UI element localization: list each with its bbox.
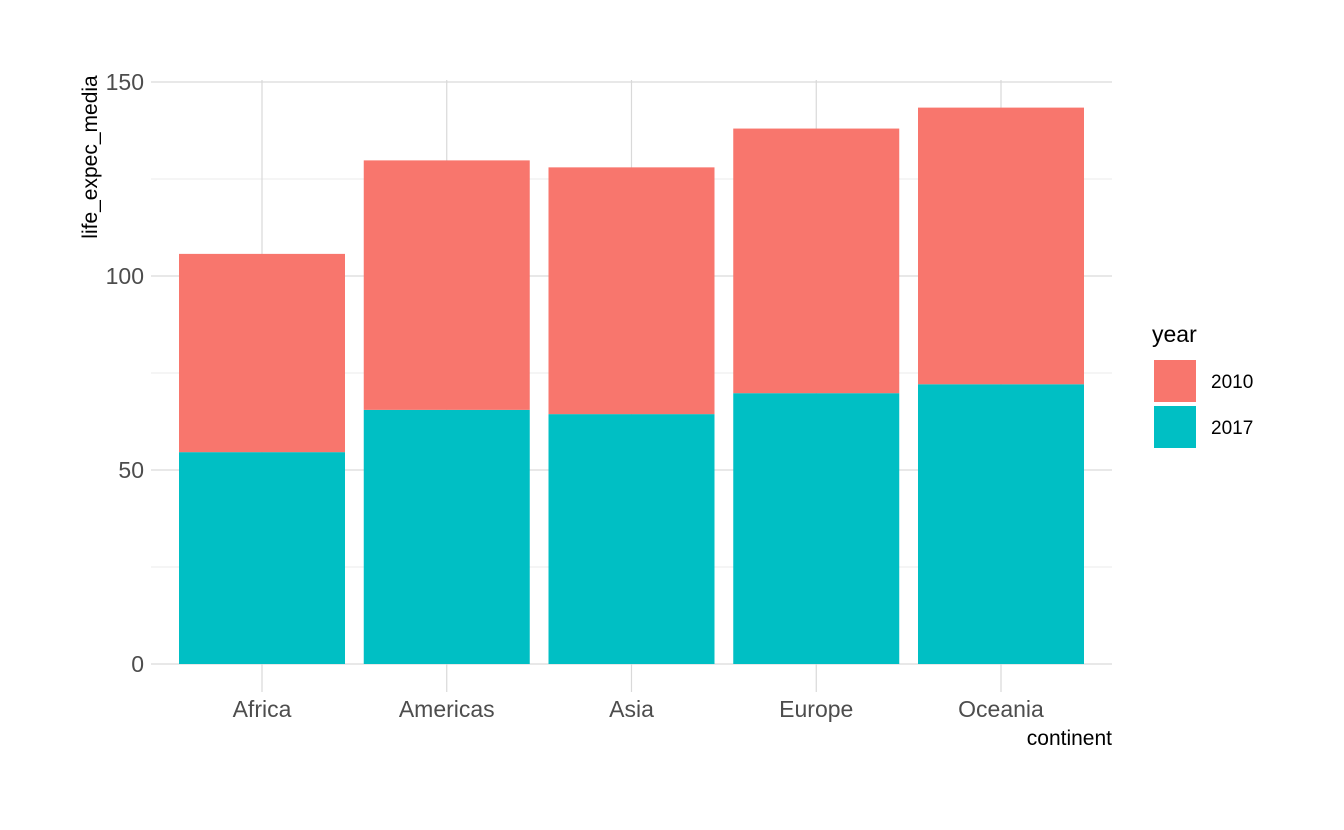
x-tick-label: Oceania — [958, 696, 1044, 722]
x-axis-title: continent — [1027, 727, 1112, 750]
y-axis-title: life_expec_media — [79, 75, 102, 239]
bar-oceania-2017 — [918, 384, 1084, 664]
legend-swatch-2010 — [1154, 360, 1196, 402]
y-tick-label: 100 — [106, 263, 144, 289]
legend-swatch-2017 — [1154, 406, 1196, 448]
x-tick-label: Asia — [609, 696, 654, 722]
y-tick-label: 50 — [118, 457, 144, 483]
legend-label-2010: 2010 — [1211, 372, 1253, 393]
bar-africa-2017 — [179, 452, 345, 664]
x-tick-label: Africa — [233, 696, 292, 722]
legend-label-2017: 2017 — [1211, 418, 1253, 439]
bar-americas-2017 — [363, 409, 530, 664]
bar-americas-2010 — [363, 160, 530, 410]
bar-asia-2010 — [548, 167, 715, 415]
bar-europe-2010 — [733, 128, 900, 394]
legend-title: year — [1152, 321, 1197, 347]
legend: year 2010 2017 — [1152, 321, 1253, 448]
y-tick-label: 0 — [131, 651, 144, 677]
x-tick-label: Europe — [779, 696, 853, 722]
y-tick-label: 150 — [106, 69, 144, 95]
y-axis-ticks: 0 50 100 150 — [106, 69, 144, 677]
bar-africa-2010 — [179, 253, 345, 453]
bar-europe-2017 — [733, 393, 900, 664]
bar-oceania-2010 — [918, 107, 1084, 385]
x-tick-label: Americas — [399, 696, 495, 722]
x-axis-ticks: Africa Americas Asia Europe Oceania — [233, 696, 1044, 722]
bar-asia-2017 — [548, 414, 715, 664]
bars-layer — [179, 107, 1084, 664]
